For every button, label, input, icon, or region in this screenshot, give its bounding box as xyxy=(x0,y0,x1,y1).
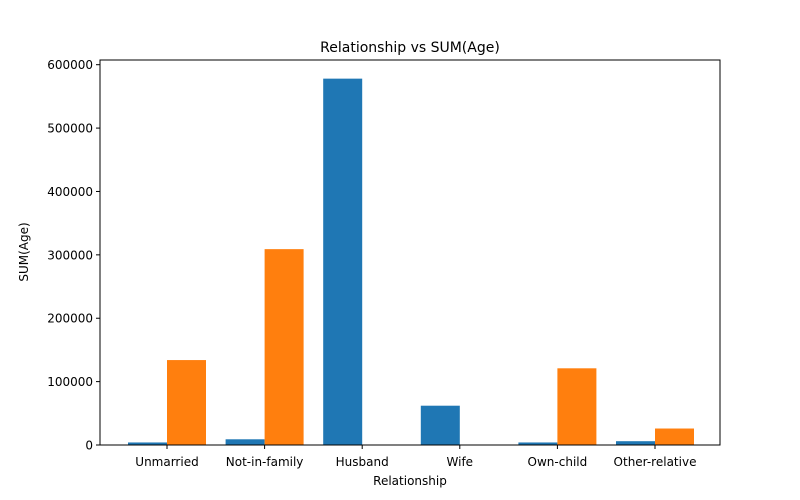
x-tick-label: Own-child xyxy=(528,455,588,469)
y-tick-label: 300000 xyxy=(47,248,93,262)
y-axis-label: SUM(Age) xyxy=(17,222,31,281)
chart-title: Relationship vs SUM(Age) xyxy=(320,40,500,56)
x-axis: Unmarried Not-in-family Husband Wife Own-chi… xyxy=(135,445,696,469)
bar-other-relative-series-1 xyxy=(616,441,655,445)
x-tick-label: Wife xyxy=(447,455,474,469)
x-tick-label: Husband xyxy=(336,455,389,469)
bars-group xyxy=(128,78,694,445)
x-tick-label: Other-relative xyxy=(614,455,697,469)
bar-unmarried-series-2 xyxy=(167,360,206,445)
y-tick-label: 200000 xyxy=(47,312,93,326)
y-tick-label: 100000 xyxy=(47,375,93,389)
bar-unmarried-series-1 xyxy=(128,442,167,445)
bar-own-child-series-2 xyxy=(557,368,597,445)
plot-frame xyxy=(99,59,721,446)
bar-not-in-family-series-2 xyxy=(264,249,304,445)
x-axis-label: Relationship xyxy=(373,474,447,488)
y-tick-label: 0 xyxy=(85,439,93,453)
y-tick-label: 600000 xyxy=(47,58,93,72)
bar-other-relative-series-2 xyxy=(655,428,694,445)
x-tick-label: Not-in-family xyxy=(226,455,304,469)
bar-own-child-series-1 xyxy=(518,442,558,445)
x-tick-label: Unmarried xyxy=(135,455,198,469)
y-tick-label: 500000 xyxy=(47,122,93,136)
bar-not-in-family-series-1 xyxy=(225,439,265,445)
y-axis: 0 100000 200000 300000 400000 500000 600000 xyxy=(47,58,100,453)
bar-wife-series-1 xyxy=(420,405,460,445)
bar-husband-series-1 xyxy=(323,78,363,445)
y-tick-label: 400000 xyxy=(47,185,93,199)
